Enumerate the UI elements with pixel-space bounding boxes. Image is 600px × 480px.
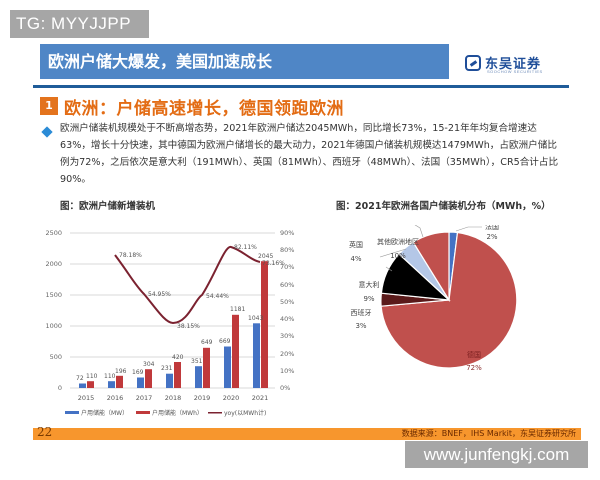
svg-text:80%: 80% <box>280 246 294 254</box>
svg-text:户用储能（MW）: 户用储能（MW） <box>81 409 128 417</box>
svg-text:110: 110 <box>86 373 98 380</box>
svg-text:649: 649 <box>201 339 213 346</box>
svg-text:2020: 2020 <box>223 394 240 402</box>
left-axis: 0 500 1000 1500 2000 2500 <box>45 229 62 392</box>
svg-text:38.15%: 38.15% <box>177 323 200 330</box>
pie-chart-title: 图：2021年欧洲各国户储装机分布（MWh，%） <box>336 201 551 212</box>
pie-slice-other <box>412 231 450 303</box>
svg-text:30%: 30% <box>280 332 294 340</box>
x-axis: 2015 2016 2017 2018 2019 2020 2021 <box>78 394 269 402</box>
svg-text:78.18%: 78.18% <box>119 252 142 259</box>
svg-text:20%: 20% <box>280 350 294 358</box>
svg-text:法国: 法国 <box>485 225 499 231</box>
svg-text:669: 669 <box>219 338 231 345</box>
svg-text:351: 351 <box>191 358 203 365</box>
svg-text:420: 420 <box>172 354 184 361</box>
svg-text:德国: 德国 <box>467 350 481 359</box>
svg-text:1181: 1181 <box>230 306 245 313</box>
bar-line-chart: 0 500 1000 1500 2000 2500 0% 10% 20% 30%… <box>45 229 294 417</box>
bars-mwh <box>87 261 268 388</box>
svg-text:1043: 1043 <box>248 315 263 322</box>
watermark-bottom: www.junfengkj.com <box>405 441 588 468</box>
pie-chart: 法国 2% 英国 4% 其他欧洲地区 10% 意大利 9% 西班牙 3% 德国 … <box>349 225 518 372</box>
svg-text:1500: 1500 <box>45 291 62 299</box>
section-header: 1 欧洲：户储高速增长，德国领跑欧洲 <box>40 94 344 119</box>
svg-text:0: 0 <box>58 384 62 392</box>
svg-text:2017: 2017 <box>136 394 153 402</box>
chart-legend: 户用储能（MW） 户用储能（MWh） yoy(以MWh计) <box>65 409 266 417</box>
svg-text:2018: 2018 <box>165 394 182 402</box>
svg-text:其他欧洲地区: 其他欧洲地区 <box>377 237 419 246</box>
yoy-line <box>114 246 261 325</box>
svg-text:231: 231 <box>161 365 173 372</box>
bar-value-labels: 72 110 110 196 169 304 231 420 351 649 6… <box>76 253 273 382</box>
svg-text:70%: 70% <box>280 263 294 271</box>
bar-chart-title: 图：欧洲户储新增装机 <box>60 201 156 212</box>
svg-text:英国: 英国 <box>349 240 363 249</box>
svg-text:72%: 72% <box>466 364 482 372</box>
svg-text:2015: 2015 <box>78 394 95 402</box>
svg-text:304: 304 <box>143 361 155 368</box>
svg-text:82.11%: 82.11% <box>234 244 257 251</box>
bars-mw <box>79 323 260 388</box>
svg-text:2500: 2500 <box>45 229 62 237</box>
svg-text:9%: 9% <box>363 295 374 303</box>
svg-text:2000: 2000 <box>45 260 62 268</box>
svg-text:110: 110 <box>104 373 116 380</box>
section-number-badge: 1 <box>40 97 58 115</box>
svg-text:60%: 60% <box>280 281 294 289</box>
page-number: 22 <box>37 425 53 439</box>
svg-text:yoy(以MWh计): yoy(以MWh计) <box>224 409 266 417</box>
logo-icon <box>465 55 481 71</box>
right-axis: 0% 10% 20% 30% 40% 50% 60% 70% 80% 90% <box>280 229 294 392</box>
svg-text:0%: 0% <box>280 384 290 392</box>
svg-text:2%: 2% <box>486 233 497 241</box>
svg-text:2021: 2021 <box>252 394 269 402</box>
slide-title: 欧洲户储大爆发，美国加速成长 <box>40 44 449 79</box>
section-title: 欧洲：户储高速增长，德国领跑欧洲 <box>64 98 344 119</box>
company-logo: 东吴证券 SOOCHOW SECURITIES <box>465 55 555 75</box>
svg-text:10%: 10% <box>280 367 294 375</box>
svg-text:40%: 40% <box>280 315 294 323</box>
svg-text:2019: 2019 <box>194 394 211 402</box>
footer-bar <box>33 428 581 440</box>
logo-text: 东吴证券 <box>485 57 542 72</box>
svg-text:73.16%: 73.16% <box>262 260 285 267</box>
svg-text:2016: 2016 <box>107 394 124 402</box>
svg-text:50%: 50% <box>280 298 294 306</box>
svg-text:3%: 3% <box>355 322 366 330</box>
svg-text:90%: 90% <box>280 229 294 237</box>
svg-text:10%: 10% <box>390 252 406 260</box>
logo-subtext: SOOCHOW SECURITIES <box>487 69 543 74</box>
svg-text:169: 169 <box>132 369 144 376</box>
svg-text:196: 196 <box>115 368 127 375</box>
data-source: 数据来源：BNEF，IHS Markit，东吴证券研究所 <box>401 429 576 438</box>
svg-text:72: 72 <box>76 375 84 382</box>
watermark-top: TG: MYYJJPP <box>10 10 149 38</box>
svg-text:2045: 2045 <box>258 253 273 260</box>
diamond-bullet-icon <box>41 126 53 138</box>
svg-text:54.95%: 54.95% <box>148 291 171 298</box>
svg-text:1000: 1000 <box>45 322 62 330</box>
svg-text:西班牙: 西班牙 <box>351 308 372 317</box>
svg-text:4%: 4% <box>350 255 361 263</box>
svg-text:户用储能（MWh）: 户用储能（MWh） <box>152 409 203 417</box>
yoy-labels: 78.18% 54.95% 38.15% 54.44% 82.11% 73.16… <box>119 244 285 330</box>
header-divider <box>33 85 569 88</box>
summary-paragraph: 欧洲户储装机规模处于不断高增态势，2021年欧洲户储达2045MWh，同比增长7… <box>60 123 559 185</box>
svg-text:54.44%: 54.44% <box>206 293 229 300</box>
svg-text:意大利: 意大利 <box>359 280 380 289</box>
pie-labels: 法国 2% 英国 4% 其他欧洲地区 10% 意大利 9% 西班牙 3% 德国 … <box>349 225 499 372</box>
svg-text:500: 500 <box>50 353 62 361</box>
leader-lines <box>379 225 482 272</box>
